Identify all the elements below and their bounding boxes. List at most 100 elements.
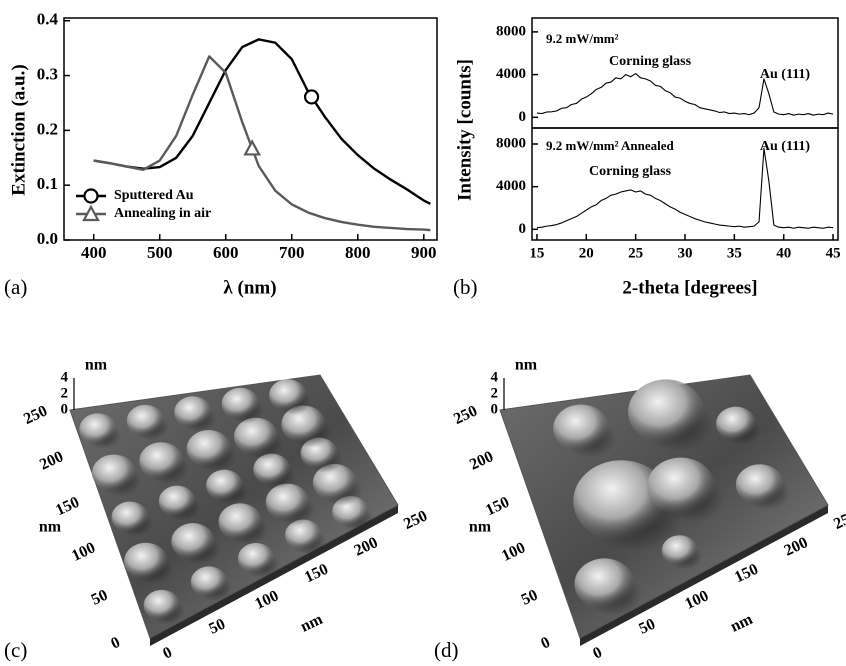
afm-bump xyxy=(266,484,310,521)
x-tick-label: 100 xyxy=(252,587,281,613)
series-marker xyxy=(305,90,318,103)
x-tick-label: 45 xyxy=(826,245,841,261)
y-tick-label: 200 xyxy=(467,448,496,474)
annotation: Corning glass xyxy=(589,164,672,179)
y-tick-label: 4000 xyxy=(496,66,526,82)
y-tick-label: 200 xyxy=(37,448,66,474)
z-tick-label: 2 xyxy=(491,385,499,401)
x-axis-label: λ (nm) xyxy=(223,277,276,298)
series-line xyxy=(537,148,833,228)
y-tick-label: 0.4 xyxy=(37,10,59,29)
afm-bump xyxy=(222,388,260,420)
z-tick-label: 0 xyxy=(491,401,499,417)
y-tick-label: 0 xyxy=(519,109,527,125)
y-tick-label: 8000 xyxy=(496,135,526,151)
y-tick-label: 0.2 xyxy=(37,119,58,138)
afm-bump xyxy=(716,407,756,441)
y-tick-label: 0.0 xyxy=(37,229,58,248)
x-tick-label: 30 xyxy=(678,245,693,261)
series-marker xyxy=(245,141,259,154)
y-tick-label: 8000 xyxy=(496,23,526,39)
x-tick-label: 250 xyxy=(831,507,846,533)
afm-bump xyxy=(553,404,609,452)
series-line xyxy=(94,39,431,203)
afm-bump xyxy=(124,543,168,580)
annotation: Au (111) xyxy=(760,139,811,154)
panel-label: (c) xyxy=(4,638,27,662)
afm-bump xyxy=(238,543,275,574)
x-tick-label: 25 xyxy=(628,245,643,261)
x-tick-label: 250 xyxy=(401,507,430,533)
z-tick-label: 2 xyxy=(61,385,69,401)
afm-bump xyxy=(159,486,196,517)
afm-bump xyxy=(206,470,243,501)
afm-surface xyxy=(500,375,828,646)
x-tick-label: 20 xyxy=(579,245,594,261)
series-marker xyxy=(85,190,98,203)
x-tick-label: 200 xyxy=(352,534,381,560)
x-tick-label: 150 xyxy=(732,561,761,587)
afm-bump xyxy=(174,396,211,428)
x-tick-label: 600 xyxy=(213,243,239,262)
legend-label: Annealing in air xyxy=(114,206,211,221)
y-tick-label: 4000 xyxy=(496,178,526,194)
x-tick-label: 100 xyxy=(682,587,711,613)
afm-surface xyxy=(70,375,398,646)
panel-label: (a) xyxy=(4,275,27,299)
y-tick-label: 250 xyxy=(451,402,480,428)
y-tick-label: 250 xyxy=(21,402,50,428)
legend-label: Sputtered Au xyxy=(114,188,194,203)
x-tick-label: 50 xyxy=(206,616,228,638)
afm-bump xyxy=(191,566,228,597)
annotation: Au (111) xyxy=(760,67,811,82)
y-axis-label: nm xyxy=(469,519,492,536)
y-tick-label: 150 xyxy=(483,494,512,520)
z-axis-label: nm xyxy=(515,357,538,374)
x-tick-label: 50 xyxy=(636,616,658,638)
y-tick-label: 50 xyxy=(89,587,111,609)
y-tick-label: 0 xyxy=(519,221,527,237)
afm-bump xyxy=(736,464,784,505)
afm-bump xyxy=(111,502,148,533)
afm-bump xyxy=(79,413,116,445)
x-axis-label: nm xyxy=(728,611,756,636)
x-axis-label: 2-theta [degrees] xyxy=(622,277,757,298)
series-line xyxy=(94,56,431,230)
afm-bump xyxy=(269,379,307,411)
annotation: 9.2 mW/mm² Annealed xyxy=(546,138,675,153)
afm-bump xyxy=(139,442,183,480)
afm-bump xyxy=(574,558,634,609)
afm-bump xyxy=(171,523,215,560)
afm-bump xyxy=(92,454,136,492)
z-axis-label: nm xyxy=(85,357,108,374)
x-tick-label: 40 xyxy=(776,245,791,261)
y-tick-label: 150 xyxy=(53,494,82,520)
y-axis-label: Extinction (a.u.) xyxy=(8,64,29,195)
x-tick-label: 0 xyxy=(160,644,174,663)
y-tick-label: 0 xyxy=(538,634,552,653)
afm-bump xyxy=(127,405,164,437)
annotation: Corning glass xyxy=(609,54,692,69)
afm-bump xyxy=(647,458,715,516)
annotation: 9.2 mW/mm² xyxy=(546,31,619,46)
panel-label: (d) xyxy=(434,638,459,662)
x-tick-label: 35 xyxy=(727,245,742,261)
z-tick-label: 4 xyxy=(491,369,499,385)
x-tick-label: 200 xyxy=(782,534,811,560)
x-tick-label: 900 xyxy=(411,243,437,262)
y-tick-label: 0 xyxy=(108,634,122,653)
afm-bump xyxy=(234,418,278,456)
x-axis-label: nm xyxy=(298,611,326,636)
afm-bump xyxy=(144,590,181,621)
afm-bump xyxy=(187,430,231,468)
x-tick-label: 500 xyxy=(147,243,173,262)
panel-label: (b) xyxy=(453,275,478,299)
x-tick-label: 150 xyxy=(302,561,331,587)
z-tick-label: 4 xyxy=(61,369,69,385)
x-tick-label: 700 xyxy=(279,243,305,262)
y-tick-label: 0.3 xyxy=(37,64,58,83)
x-tick-label: 400 xyxy=(81,243,107,262)
afm-bump xyxy=(628,379,704,444)
y-tick-label: 100 xyxy=(69,539,98,565)
y-tick-label: 50 xyxy=(519,587,541,609)
